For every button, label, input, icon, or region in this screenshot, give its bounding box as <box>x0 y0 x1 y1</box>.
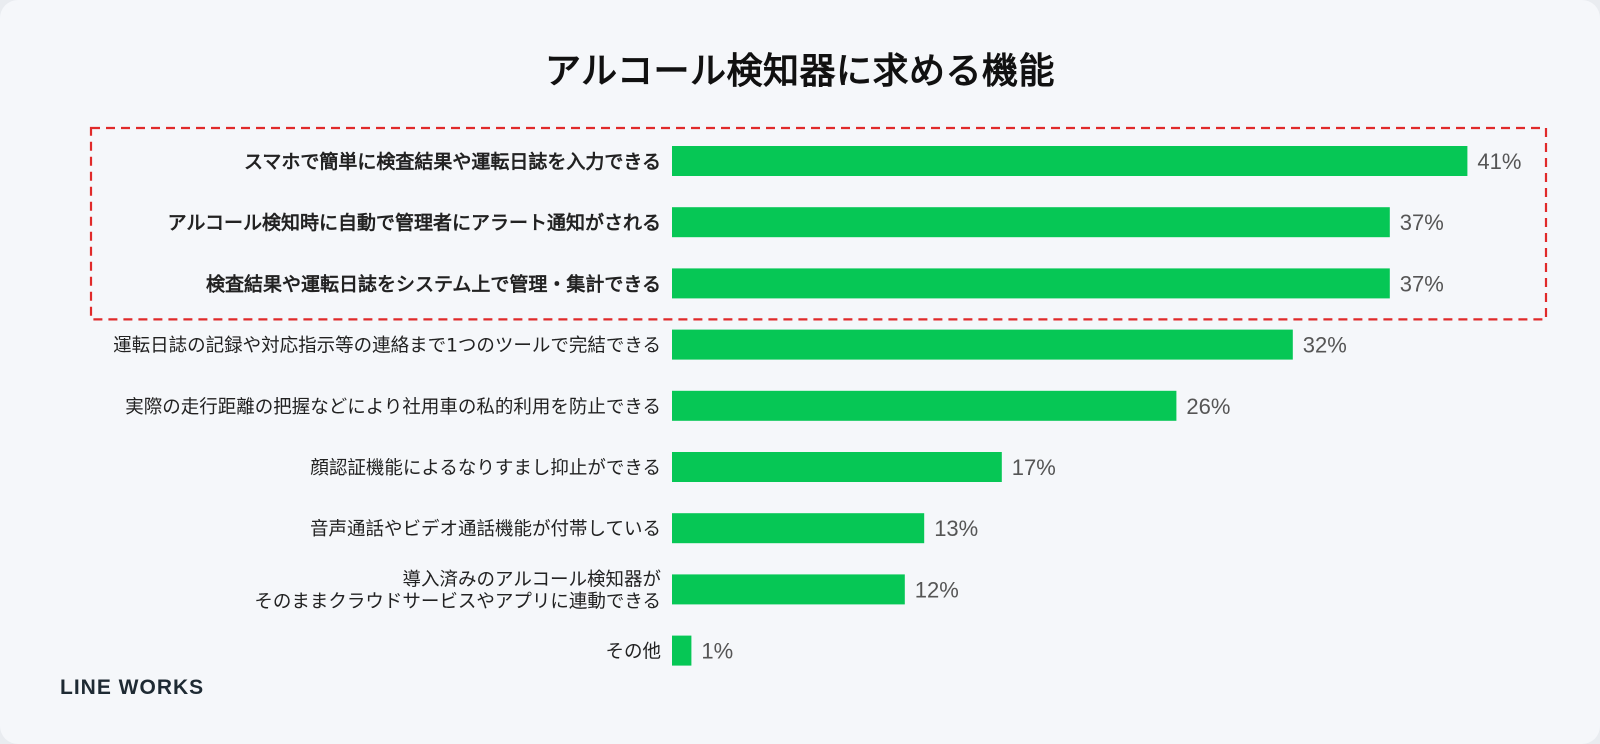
category-label: 導入済みのアルコール検知器が <box>403 569 661 590</box>
bar <box>672 390 1177 421</box>
bar <box>672 452 1002 482</box>
value-label: 37% <box>1400 271 1444 296</box>
highlight-box <box>89 126 1548 321</box>
category-label: 実際の走行距離の把握などにより社用車の私的利用を防止できる <box>125 397 661 418</box>
bar <box>672 635 692 666</box>
value-label: 26% <box>1186 394 1230 419</box>
value-label: 1% <box>701 639 733 664</box>
category-label: そのままクラウドサービスやアプリに連動できる <box>254 591 661 612</box>
value-label: 37% <box>1400 210 1444 235</box>
chart-title: アルコール検知器に求める機能 <box>545 51 1055 92</box>
bar <box>672 268 1390 299</box>
category-label: スマホで簡単に検査結果や運転日誌を入力できる <box>244 150 661 173</box>
category-label: 運転日誌の記録や対応指示等の連絡まで1つのツールで完結できる <box>113 336 661 357</box>
bar <box>672 574 905 605</box>
category-label: 顔認証機能によるなりすまし抑止ができる <box>310 458 661 479</box>
line-works-logo: LINE WORKS <box>60 676 205 699</box>
category-label: その他 <box>605 642 661 663</box>
value-label: 41% <box>1477 149 1521 174</box>
value-label: 32% <box>1303 333 1347 358</box>
bar <box>672 207 1390 238</box>
category-label: 音声通話やビデオ通話機能が付帯している <box>310 519 661 540</box>
category-label: アルコール検知時に自動で管理者にアラート通知がされる <box>168 211 661 234</box>
value-label: 13% <box>934 516 978 541</box>
value-label: 12% <box>915 577 959 602</box>
bar <box>672 513 925 544</box>
value-label: 17% <box>1012 455 1056 480</box>
category-label: 検査結果や運転日誌をシステム上で管理・集計できる <box>206 272 661 295</box>
bar <box>672 146 1468 176</box>
bar <box>672 329 1293 360</box>
